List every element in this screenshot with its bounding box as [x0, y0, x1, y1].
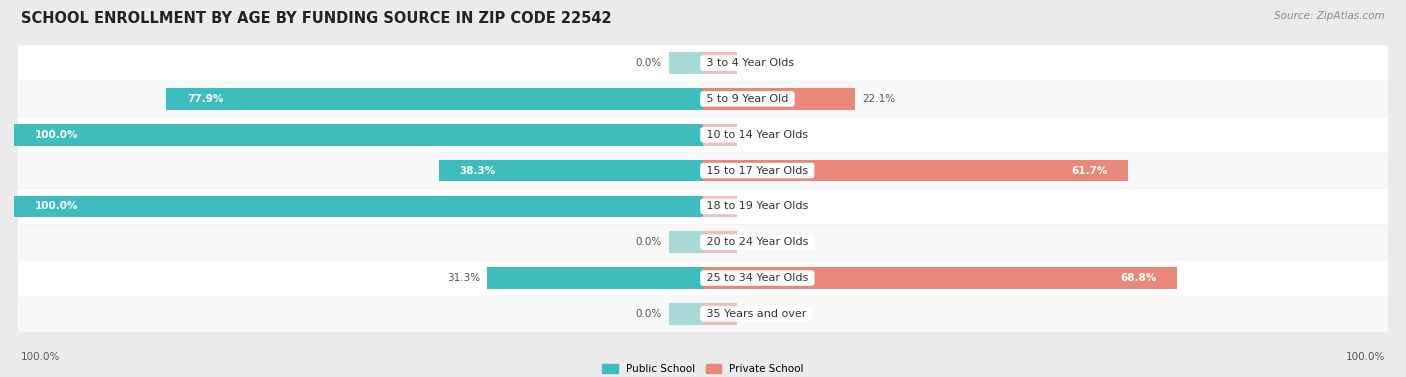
Text: 100.0%: 100.0% — [35, 130, 79, 140]
Text: 100.0%: 100.0% — [1346, 352, 1385, 362]
Bar — [669, 231, 703, 253]
Bar — [703, 303, 738, 325]
Bar — [703, 196, 738, 217]
Text: 10 to 14 Year Olds: 10 to 14 Year Olds — [703, 130, 811, 140]
Text: SCHOOL ENROLLMENT BY AGE BY FUNDING SOURCE IN ZIP CODE 22542: SCHOOL ENROLLMENT BY AGE BY FUNDING SOUR… — [21, 11, 612, 26]
Text: 0.0%: 0.0% — [744, 58, 770, 68]
Text: 25 to 34 Year Olds: 25 to 34 Year Olds — [703, 273, 811, 283]
Text: 15 to 17 Year Olds: 15 to 17 Year Olds — [703, 166, 811, 176]
FancyBboxPatch shape — [18, 153, 1388, 188]
Text: 22.1%: 22.1% — [862, 94, 896, 104]
Bar — [703, 267, 1177, 289]
Text: 68.8%: 68.8% — [1121, 273, 1156, 283]
Text: 0.0%: 0.0% — [744, 130, 770, 140]
FancyBboxPatch shape — [18, 117, 1388, 153]
Bar — [166, 88, 703, 110]
Bar — [14, 196, 703, 217]
Bar — [703, 52, 738, 74]
Text: 5 to 9 Year Old: 5 to 9 Year Old — [703, 94, 792, 104]
Text: 0.0%: 0.0% — [744, 201, 770, 211]
Bar — [703, 88, 855, 110]
Text: 38.3%: 38.3% — [460, 166, 496, 176]
Text: 100.0%: 100.0% — [35, 201, 79, 211]
Text: 31.3%: 31.3% — [447, 273, 481, 283]
FancyBboxPatch shape — [18, 260, 1388, 296]
Text: 100.0%: 100.0% — [21, 352, 60, 362]
Bar — [669, 52, 703, 74]
Bar — [669, 303, 703, 325]
FancyBboxPatch shape — [18, 224, 1388, 260]
FancyBboxPatch shape — [18, 45, 1388, 81]
Bar — [703, 231, 738, 253]
Text: 3 to 4 Year Olds: 3 to 4 Year Olds — [703, 58, 797, 68]
Legend: Public School, Private School: Public School, Private School — [598, 360, 808, 377]
Text: 35 Years and over: 35 Years and over — [703, 309, 810, 319]
Text: 0.0%: 0.0% — [636, 58, 662, 68]
Text: 0.0%: 0.0% — [744, 309, 770, 319]
Text: 20 to 24 Year Olds: 20 to 24 Year Olds — [703, 237, 811, 247]
Text: 0.0%: 0.0% — [744, 237, 770, 247]
Bar — [14, 124, 703, 146]
Text: 0.0%: 0.0% — [636, 309, 662, 319]
FancyBboxPatch shape — [18, 81, 1388, 117]
Bar — [488, 267, 703, 289]
Text: 61.7%: 61.7% — [1071, 166, 1108, 176]
FancyBboxPatch shape — [18, 296, 1388, 332]
Bar — [703, 124, 738, 146]
FancyBboxPatch shape — [18, 188, 1388, 224]
Text: Source: ZipAtlas.com: Source: ZipAtlas.com — [1274, 11, 1385, 21]
Text: 18 to 19 Year Olds: 18 to 19 Year Olds — [703, 201, 811, 211]
Text: 77.9%: 77.9% — [187, 94, 224, 104]
Bar — [703, 160, 1128, 181]
Bar — [439, 160, 703, 181]
Text: 0.0%: 0.0% — [636, 237, 662, 247]
